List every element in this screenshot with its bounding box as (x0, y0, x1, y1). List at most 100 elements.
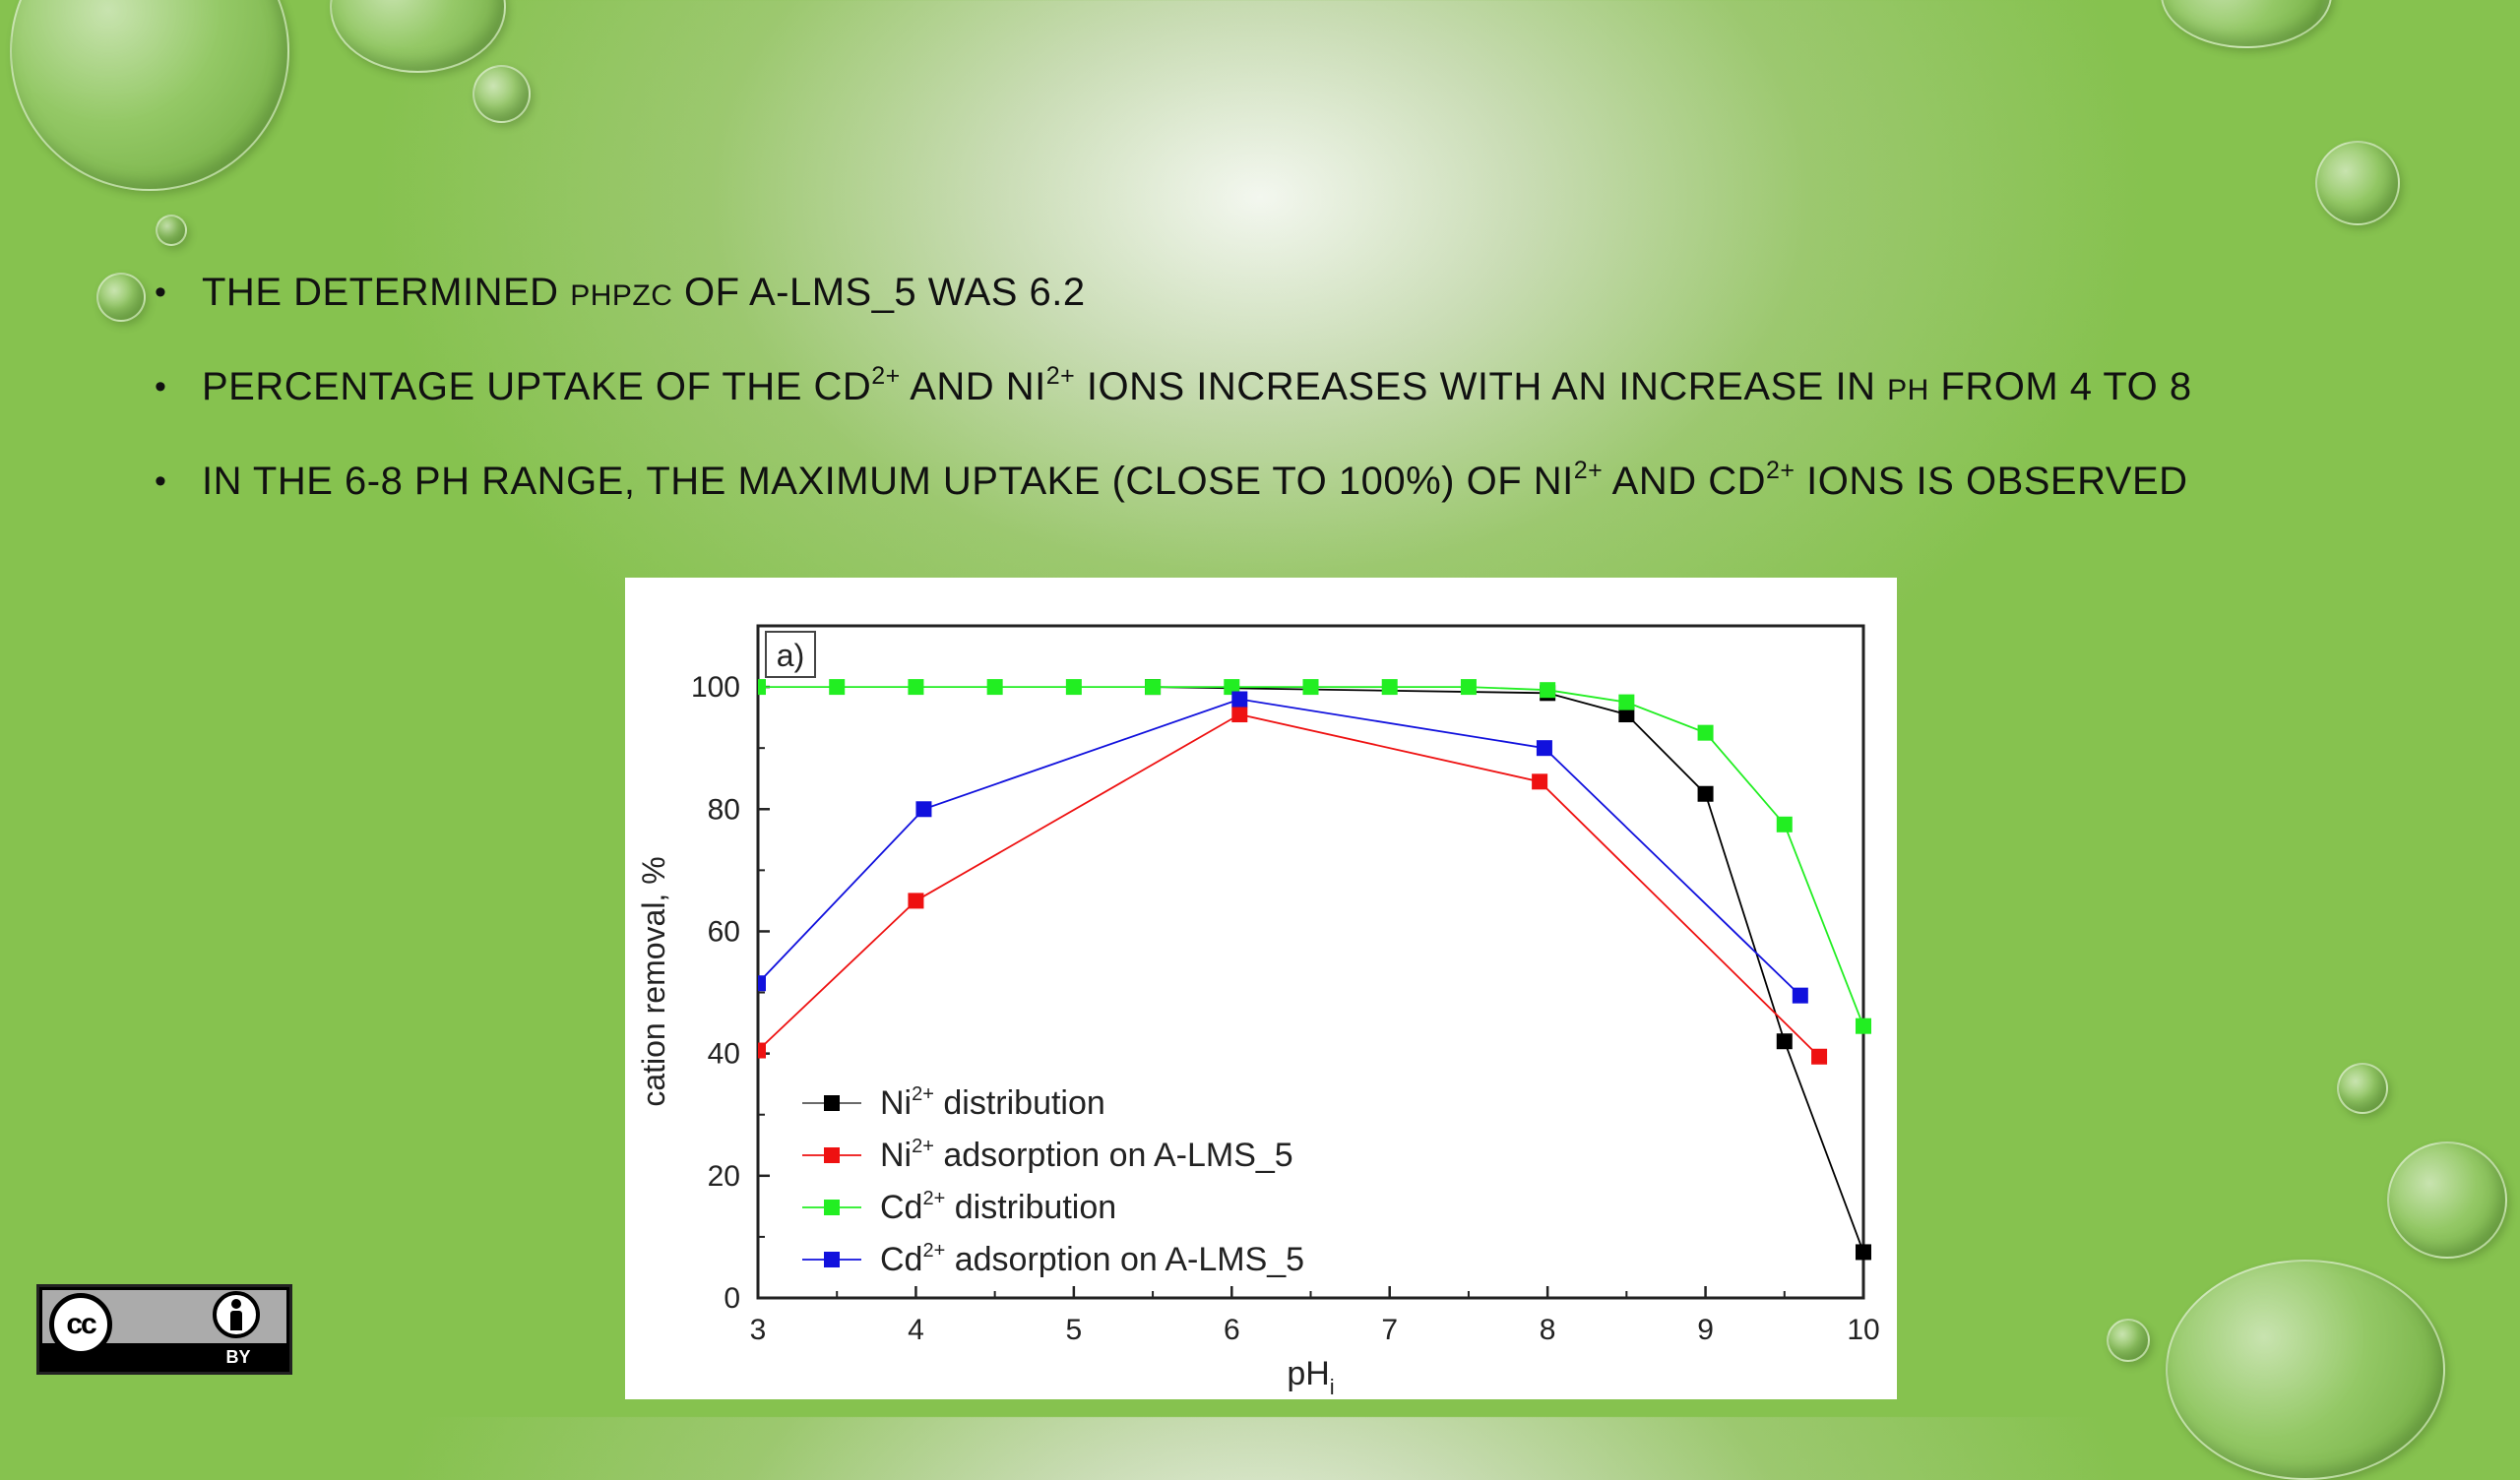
data-point (1532, 773, 1548, 790)
data-point (1145, 679, 1162, 696)
water-drop-icon (96, 273, 146, 322)
bullet-item: THE DETERMINED PHPZC OF A-LMS_5 WAS 6.2 (155, 258, 2192, 352)
y-tick-label: 40 (708, 1038, 740, 1071)
person-icon (213, 1291, 260, 1338)
x-tick-label: 8 (1540, 1314, 1556, 1346)
legend-label-charge: 2+ (912, 1136, 934, 1157)
legend-entry: Ni2+ adsorption on A-LMS_5 (802, 1136, 1293, 1174)
water-drop-icon (2315, 141, 2400, 225)
license-badge[interactable]: cc BY (36, 1284, 292, 1375)
legend-label-element: Cd (880, 1241, 922, 1278)
by-label: BY (225, 1347, 251, 1367)
cc-icon: cc (49, 1293, 112, 1356)
series-line (1153, 686, 1864, 1253)
slide: THE DETERMINED PHPZC OF A-LMS_5 WAS 6.2 … (0, 0, 2520, 1417)
data-point (1231, 707, 1248, 723)
x-tick-label: 5 (1066, 1314, 1083, 1346)
data-point (1618, 694, 1635, 710)
data-point (1536, 740, 1552, 757)
chart-panel: 3 4 5 6 7 8 9 10 0 20 40 60 80 100 pHi cation removal, … (625, 578, 1897, 1399)
bullet-item: PERCENTAGE UPTAKE OF THE CD2+ AND NI2+ I… (155, 352, 2192, 447)
data-point (1856, 1018, 1871, 1034)
series-4 (758, 691, 1808, 1004)
legend-label-text: adsorption on A-LMS_5 (945, 1241, 1304, 1278)
data-point (758, 1042, 766, 1059)
legend-marker (824, 1252, 840, 1267)
y-tick-label: 0 (724, 1282, 740, 1315)
data-point (915, 801, 932, 818)
series-line (758, 698, 1801, 997)
data-point (1224, 679, 1240, 696)
data-point (1792, 987, 1808, 1004)
y-tick-label: 80 (708, 793, 740, 826)
y-tick-label: 100 (691, 671, 740, 704)
legend-label-element: Cd (880, 1189, 922, 1226)
data-point (758, 679, 766, 696)
x-tick-label: 7 (1381, 1314, 1398, 1346)
x-tick-label: 3 (750, 1314, 767, 1346)
water-drop-icon (2387, 1141, 2507, 1259)
water-drop-icon (2166, 1260, 2445, 1480)
bullet-list: THE DETERMINED PHPZC OF A-LMS_5 WAS 6.2 … (155, 258, 2192, 541)
legend-label-text: distribution (945, 1189, 1116, 1226)
panel-label-box (765, 631, 816, 678)
data-point (1776, 816, 1793, 832)
data-point (1065, 679, 1082, 696)
x-axis-label: pHi (1287, 1355, 1334, 1399)
data-point (986, 679, 1003, 696)
series-3 (758, 679, 1871, 1034)
legend-label: Cd2+ distribution (880, 1188, 1116, 1226)
data-point (1302, 679, 1319, 696)
series-line (758, 713, 1820, 1058)
x-tick-label: 6 (1224, 1314, 1240, 1346)
data-point (1460, 679, 1477, 696)
x-tick-label: 4 (908, 1314, 924, 1346)
data-point (1697, 724, 1714, 741)
data-point (1381, 679, 1398, 696)
panel-label: a) (777, 638, 804, 673)
data-point (1856, 1244, 1871, 1261)
legend-entry: Cd2+ adsorption on A-LMS_5 (802, 1240, 1304, 1278)
data-point (829, 679, 846, 696)
x-axis-label-subscript: i (1330, 1375, 1335, 1399)
y-tick-label: 20 (708, 1160, 740, 1193)
series-line (758, 686, 1864, 1027)
legend-label-text: adsorption on A-LMS_5 (934, 1137, 1293, 1174)
data-point (1697, 785, 1714, 802)
x-tick-label: 9 (1697, 1314, 1714, 1346)
legend-entry: Ni2+ distribution (802, 1083, 1105, 1122)
legend-label-charge: 2+ (922, 1188, 945, 1209)
legend-label-text: distribution (934, 1084, 1105, 1122)
x-tick-label: 10 (1847, 1314, 1879, 1346)
y-tick-label: 60 (708, 915, 740, 948)
data-point (758, 975, 766, 992)
data-point (1231, 691, 1248, 708)
data-point (1618, 707, 1635, 723)
data-point (908, 893, 924, 909)
water-drop-icon (10, 0, 289, 191)
legend-label: Ni2+ adsorption on A-LMS_5 (880, 1136, 1293, 1174)
legend-label-element: Ni (880, 1137, 912, 1174)
data-point (1811, 1048, 1828, 1065)
legend-label: Ni2+ distribution (880, 1083, 1105, 1122)
legend-label-charge: 2+ (912, 1083, 934, 1105)
water-drop-icon (2161, 0, 2332, 48)
legend-label: Cd2+ adsorption on A-LMS_5 (880, 1240, 1304, 1278)
legend-entry: Cd2+ distribution (802, 1188, 1116, 1226)
legend-label-charge: 2+ (922, 1240, 945, 1262)
data-point (1776, 1033, 1793, 1050)
water-drop-icon (472, 65, 531, 123)
series-2 (758, 707, 1828, 1065)
water-drop-icon (330, 0, 506, 73)
water-drop-icon (156, 215, 187, 246)
data-point (1540, 682, 1556, 699)
data-point (908, 679, 924, 696)
y-axis-label: cation removal, % (636, 856, 671, 1106)
bullet-item: IN THE 6-8 PH RANGE, THE MAXIMUM UPTAKE … (155, 447, 2192, 541)
legend-label-element: Ni (880, 1084, 912, 1122)
water-drop-icon (2107, 1319, 2150, 1362)
legend-marker (824, 1200, 840, 1215)
legend-marker (824, 1095, 840, 1111)
water-drop-icon (2337, 1063, 2388, 1114)
